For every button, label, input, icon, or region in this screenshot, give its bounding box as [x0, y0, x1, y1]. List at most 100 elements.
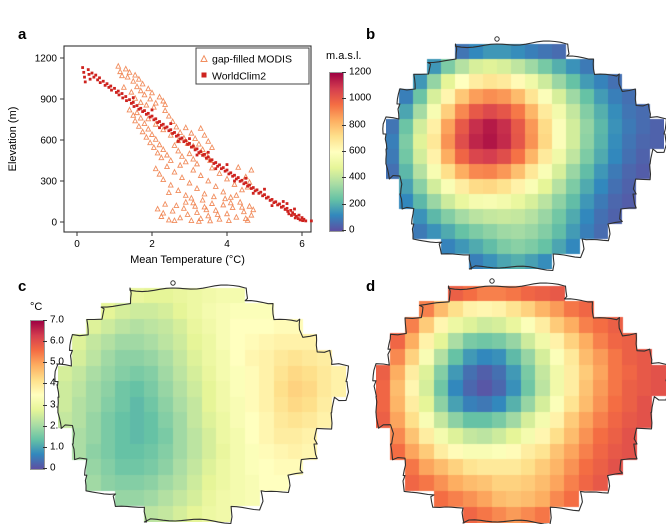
worldclim-point — [270, 204, 274, 207]
worldclim-point — [87, 73, 91, 76]
colorbar-tick-label: 7.0 — [50, 314, 64, 326]
modis-point — [238, 186, 246, 193]
islet-outline — [170, 280, 176, 286]
y-axis-label: Elevation (m) — [7, 107, 19, 172]
worldclim-point — [212, 162, 216, 165]
modis-point — [133, 83, 141, 90]
modis-point — [178, 174, 186, 180]
worldclim-point — [229, 171, 233, 175]
worldclim-point — [304, 219, 308, 223]
worldclim-point — [201, 153, 205, 157]
worldclim-point — [208, 159, 212, 163]
modis-point — [150, 144, 157, 150]
modis-point — [120, 83, 127, 90]
modis-point — [208, 164, 216, 171]
modis-point — [167, 131, 174, 138]
colorbar-tick-mark — [342, 177, 346, 179]
modis-point — [193, 208, 201, 215]
colorbar-tick-label: 800 — [349, 119, 366, 131]
modis-point — [143, 101, 150, 108]
elevation-colorbar: m.a.s.l. 1200 1000 800 600 400 200 0 — [326, 50, 382, 240]
modis-point — [223, 175, 231, 182]
worldclim-point — [293, 216, 297, 220]
worldclim-point — [221, 166, 225, 170]
modis-point — [216, 215, 223, 222]
modis-point — [238, 203, 246, 210]
modis-point — [156, 141, 163, 148]
modis-point — [139, 80, 146, 87]
worldclim-point — [248, 183, 251, 187]
worldclim-point — [255, 188, 259, 192]
worldclim-point — [135, 104, 139, 107]
modis-point — [223, 210, 231, 217]
modis-point — [201, 131, 208, 138]
worldclim-point — [281, 200, 285, 203]
modis-point — [147, 95, 154, 102]
worldclim-point — [132, 105, 136, 108]
worldclim-point — [249, 187, 253, 190]
worldclim-point — [203, 152, 206, 156]
worldclim-point — [270, 198, 274, 201]
worldclim-point — [113, 86, 116, 90]
worldclim-point — [261, 194, 265, 198]
modis-point — [186, 150, 193, 157]
modis-point — [147, 139, 154, 146]
worldclim-point — [120, 92, 124, 95]
worldclim-point — [152, 118, 156, 122]
y-tick-label: 600 — [40, 136, 57, 147]
elevation-colorbar-gradient — [329, 72, 344, 232]
modis-point — [190, 199, 197, 206]
colorbar-tick-label: 0 — [50, 462, 56, 474]
worldclim-point — [193, 148, 197, 152]
worldclim-point — [244, 176, 248, 180]
modis-point — [135, 122, 142, 129]
worldclim-point — [107, 85, 111, 89]
modis-point — [145, 125, 152, 132]
worldclim-point — [121, 96, 125, 100]
modis-point — [193, 160, 201, 167]
panel-c-label: c — [18, 278, 27, 295]
worldclim-point — [283, 208, 287, 211]
modis-point — [158, 213, 165, 219]
modis-point — [246, 178, 253, 185]
worldclim-point — [263, 193, 266, 197]
modis-point — [130, 77, 137, 84]
scatter-plot-elevation-vs-temperature: 0 2 4 6 0 300 600 900 1200 Mean Temperature (°C) E… — [0, 18, 334, 280]
worldclim-point — [274, 200, 278, 204]
worldclim-point — [225, 163, 229, 166]
worldclim-point — [210, 158, 214, 162]
modis-point — [167, 156, 174, 163]
worldclim-point — [174, 134, 178, 138]
worldclim-point — [309, 219, 313, 223]
worldclim-point — [251, 186, 255, 189]
worldclim-point — [143, 109, 146, 113]
modis-point — [171, 141, 178, 148]
x-tick-label: 2 — [149, 239, 155, 250]
worldclim-point — [129, 101, 133, 105]
worldclim-point — [214, 161, 218, 164]
modis-point — [162, 200, 169, 207]
worldclim-point — [173, 131, 176, 134]
worldclim-point — [158, 126, 161, 130]
worldclim-point — [171, 132, 175, 135]
worldclim-point — [259, 190, 263, 194]
worldclim-temperature-map-panel — [372, 278, 666, 524]
modis-point — [190, 155, 197, 162]
axes-box — [63, 45, 312, 233]
modis-point — [160, 146, 167, 152]
colorbar-tick-mark — [342, 98, 346, 100]
modis-point — [188, 194, 195, 201]
modis-point — [231, 180, 238, 187]
worldclim-point — [231, 174, 235, 178]
worldclim-point — [182, 140, 186, 144]
modis-point — [220, 188, 227, 195]
modis-point — [162, 107, 169, 114]
worldclim-point — [204, 156, 208, 160]
legend-box — [195, 47, 310, 85]
modis-point — [201, 190, 208, 197]
worldclim-point — [197, 151, 201, 154]
modis-point — [124, 73, 131, 80]
colorbar-tick-mark — [43, 362, 47, 364]
worldclim-point — [244, 181, 248, 185]
elevation-colorbar-title: m.a.s.l. — [326, 50, 362, 62]
